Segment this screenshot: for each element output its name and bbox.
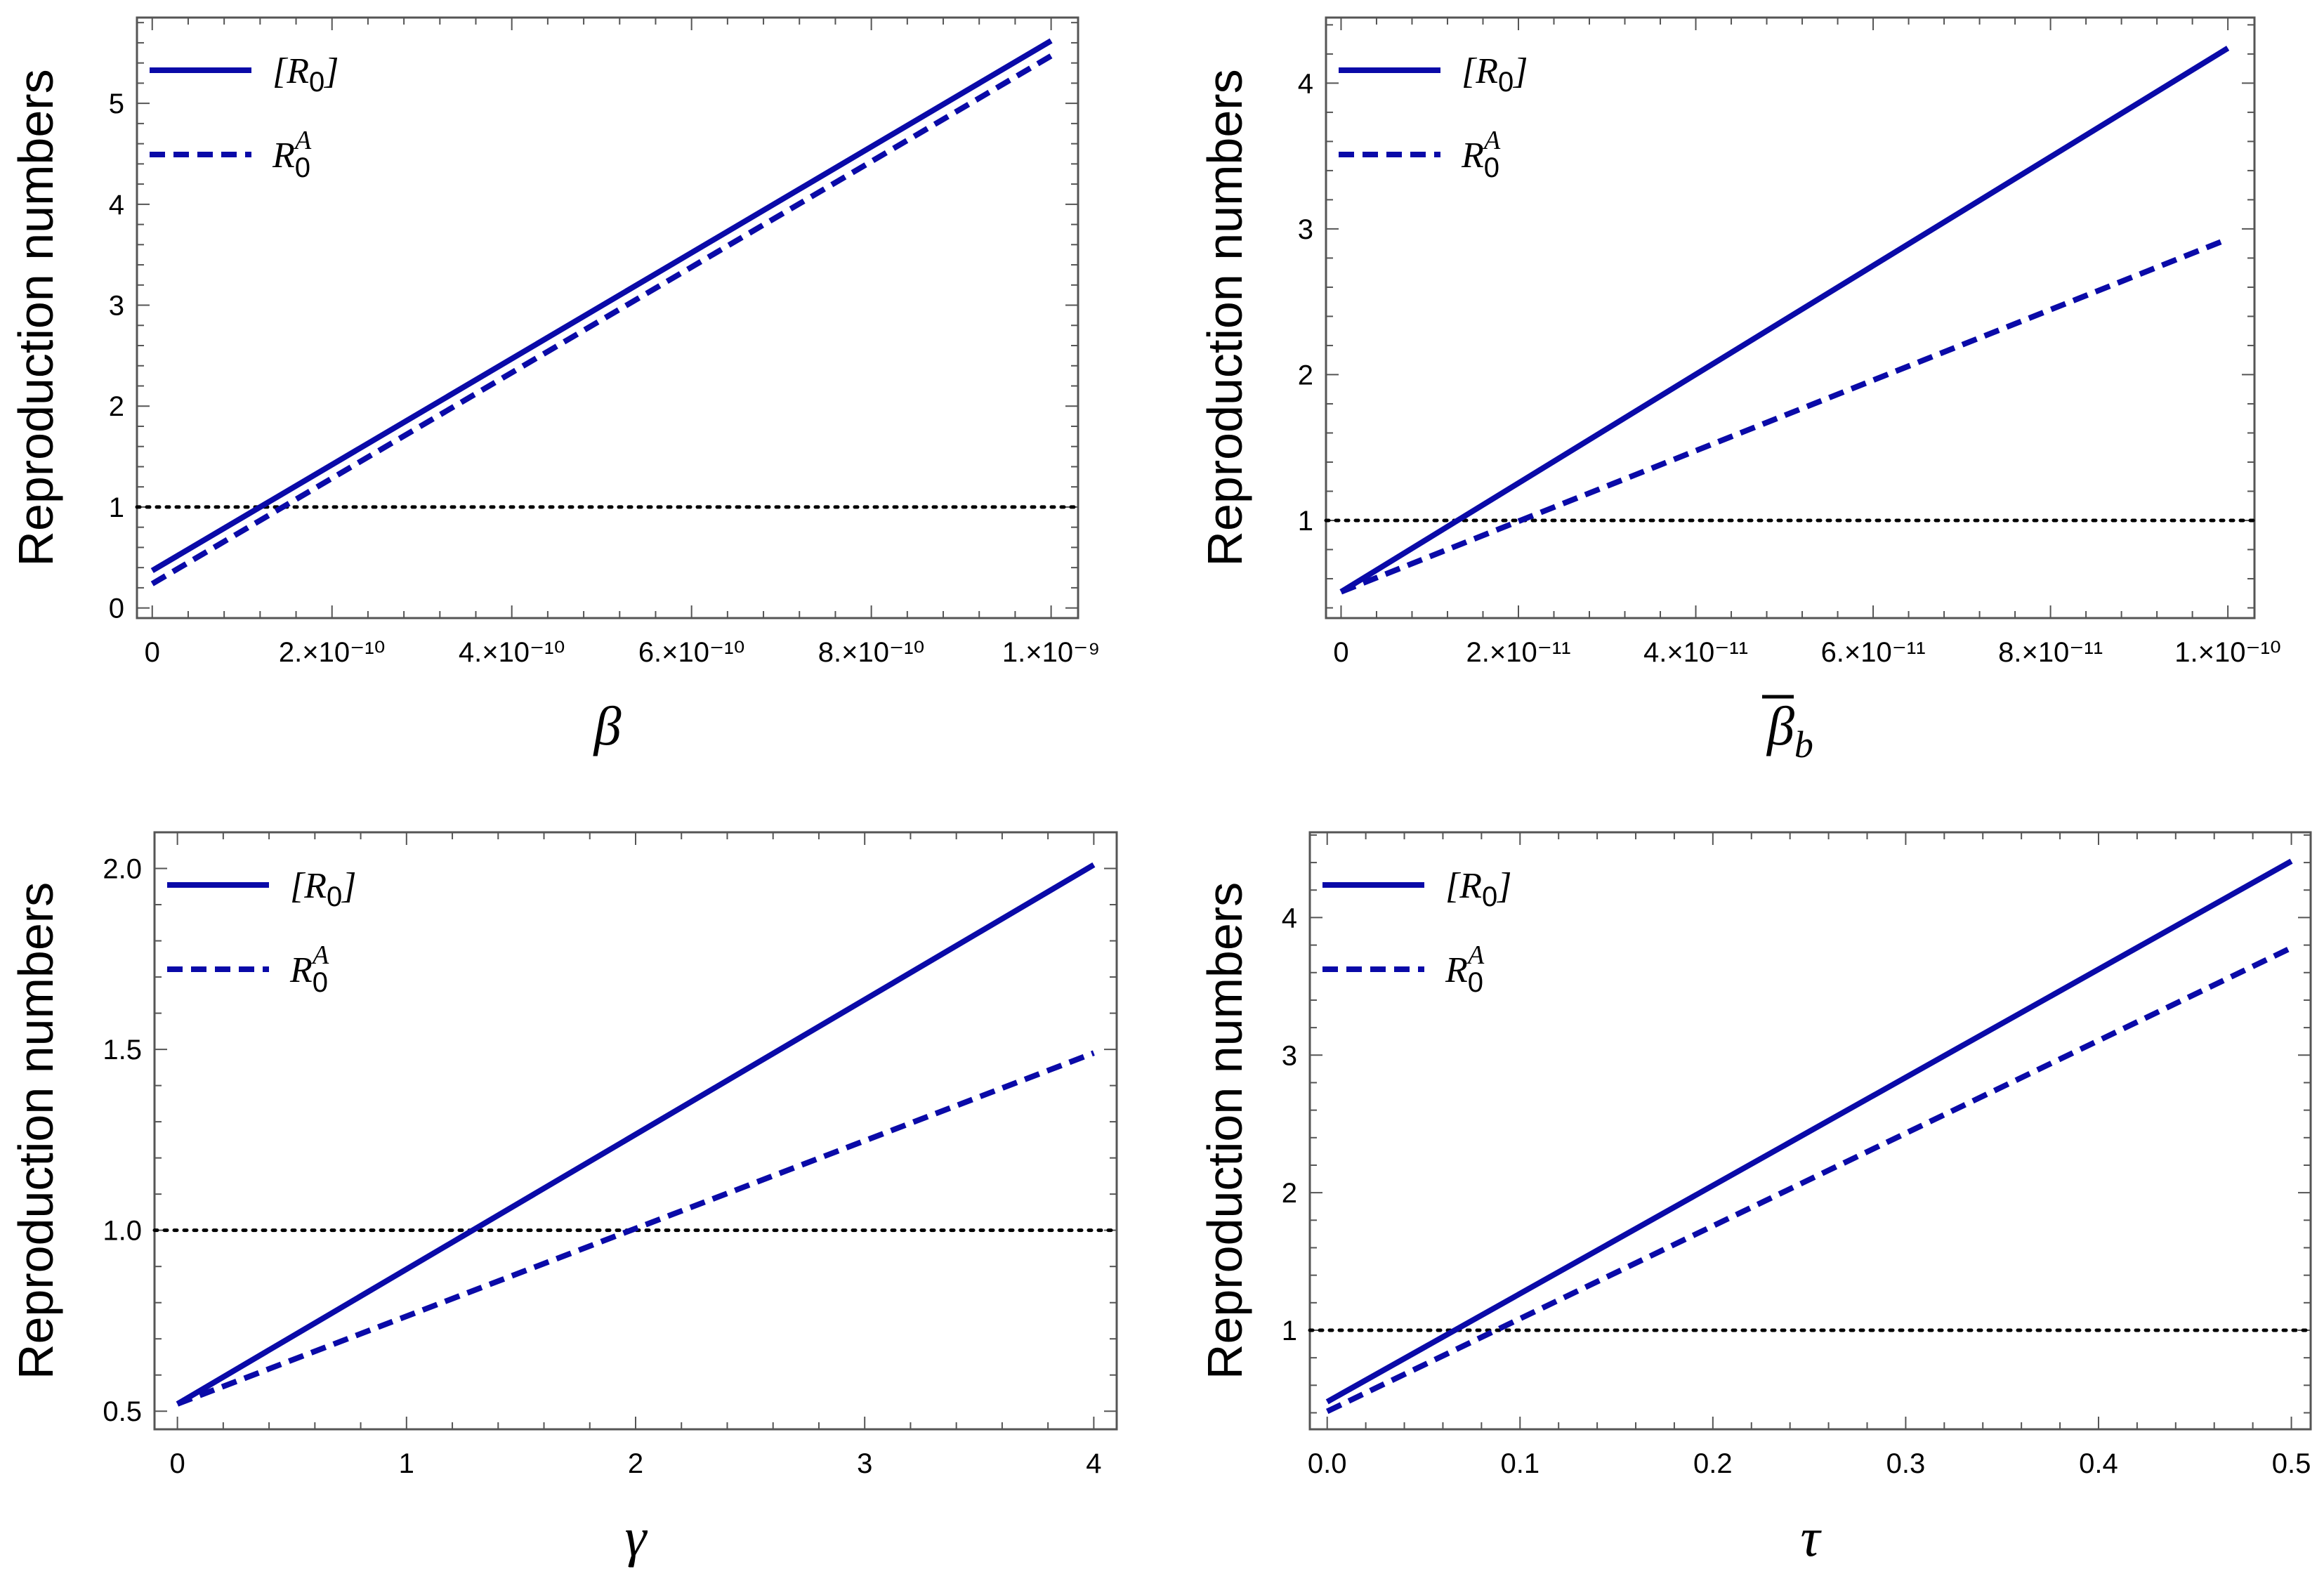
x-axis-label: β	[593, 695, 622, 756]
x-tick-label: 2	[628, 1448, 643, 1479]
y-tick-label: 2	[1298, 360, 1313, 391]
legend-label-r0a: R0A	[1461, 126, 1501, 183]
x-tick-label: 0	[169, 1448, 185, 1479]
y-tick-label: 4	[1298, 68, 1313, 99]
x-tick-label: 0.4	[2079, 1448, 2118, 1479]
plot-frame	[153, 831, 1118, 1431]
x-tick-label: 0.0	[1308, 1448, 1347, 1479]
x-tick-label: 3	[857, 1448, 872, 1479]
y-tick-label: 1.0	[103, 1216, 142, 1247]
x-tick-label: 6.×10⁻¹¹	[1821, 637, 1926, 668]
x-tick-label: 1.×10⁻⁹	[1002, 637, 1100, 668]
x-tick-label: 8.×10⁻¹¹	[1998, 637, 2103, 668]
y-tick-label: 3	[1282, 1040, 1297, 1071]
series-line-r0a	[1325, 945, 2293, 1415]
x-tick-label: 0.5	[2272, 1448, 2311, 1479]
y-tick-label: 5	[109, 88, 124, 119]
y-axis-label: Reproduction numbers	[8, 69, 63, 566]
x-tick-label: 2.×10⁻¹¹	[1466, 637, 1571, 668]
x-tick-label: 4.×10⁻¹¹	[1643, 637, 1748, 668]
y-tick-label: 3	[109, 291, 124, 322]
legend-label-r0a: R0A	[289, 940, 329, 998]
legend-label-r0a: R0A	[272, 126, 312, 183]
y-tick-label: 1.5	[103, 1035, 142, 1065]
y-tick-label: 4	[1282, 903, 1297, 933]
y-tick-label: 1	[109, 492, 124, 523]
legend-label-r0: [R0]	[290, 866, 357, 912]
x-tick-label: 2.×10⁻¹⁰	[279, 637, 386, 668]
x-tick-label: 1.×10⁻¹⁰	[2174, 637, 2281, 668]
x-tick-label: 6.×10⁻¹⁰	[638, 637, 745, 668]
y-tick-label: 2.0	[103, 854, 142, 885]
legend-label-r0: [R0]	[273, 51, 339, 98]
y-axis-label: Reproduction numbers	[1197, 882, 1252, 1379]
series-line-r0	[1339, 46, 2230, 595]
x-tick-label: 0.2	[1693, 1448, 1733, 1479]
y-tick-label: 2	[1282, 1178, 1297, 1209]
legend-label-r0a: R0A	[1445, 940, 1485, 998]
chart-panel-top-left: 0 2.×10⁻¹⁰ 4.×10⁻¹⁰ 6.×10⁻¹⁰ 8.×10⁻¹⁰ 1.×10⁻⁹…	[8, 16, 1100, 756]
x-tick-label: 8.×10⁻¹⁰	[818, 637, 925, 668]
plot-frame	[136, 16, 1079, 619]
x-axis-label: βb	[1766, 695, 1813, 766]
x-tick-label: 0	[145, 637, 160, 668]
series-line-r0a	[150, 53, 1053, 586]
x-tick-label: 1	[399, 1448, 414, 1479]
y-axis-label: Reproduction numbers	[8, 882, 63, 1379]
x-axis-label: γ	[625, 1507, 648, 1568]
series-line-r0	[176, 862, 1096, 1407]
series-line-r0a	[1339, 236, 2229, 595]
x-tick-label: 0	[1333, 637, 1348, 668]
y-tick-label: 0	[109, 593, 124, 624]
chart-panel-bottom-left: 0 1 2 3 4 0.5 1.0 1.5 2.0 [R0] R0A Reproduction num…	[8, 831, 1119, 1568]
y-tick-label: 0.5	[103, 1396, 142, 1427]
y-tick-label: 4	[109, 190, 124, 221]
y-tick-label: 1	[1298, 506, 1313, 537]
series-line-r0a	[176, 1050, 1095, 1407]
x-tick-label: 0.1	[1500, 1448, 1540, 1479]
x-tick-label: 4	[1086, 1448, 1101, 1479]
series-line-r0	[1325, 858, 2293, 1405]
x-tick-label: 4.×10⁻¹⁰	[459, 637, 565, 668]
series-line-r0	[150, 38, 1053, 573]
chart-panel-bottom-right: 0.0 0.1 0.2 0.3 0.4 0.5 1 2 3 4 [R0] R0A Reproductio…	[1197, 831, 2313, 1568]
chart-panel-top-right: 0 2.×10⁻¹¹ 4.×10⁻¹¹ 6.×10⁻¹¹ 8.×10⁻¹¹ 1.×10⁻¹…	[1197, 16, 2281, 766]
legend-label-r0: [R0]	[1445, 866, 1512, 912]
legend-label-r0: [R0]	[1462, 51, 1528, 98]
x-axis-label: τ	[1801, 1507, 1823, 1568]
y-tick-label: 1	[1282, 1316, 1297, 1346]
x-tick-label: 0.3	[1886, 1448, 1926, 1479]
plot-frame	[1308, 831, 2312, 1431]
y-tick-label: 3	[1298, 214, 1313, 245]
plot-frame	[1325, 16, 2256, 619]
y-axis-label: Reproduction numbers	[1197, 69, 1252, 566]
y-tick-label: 2	[109, 391, 124, 422]
